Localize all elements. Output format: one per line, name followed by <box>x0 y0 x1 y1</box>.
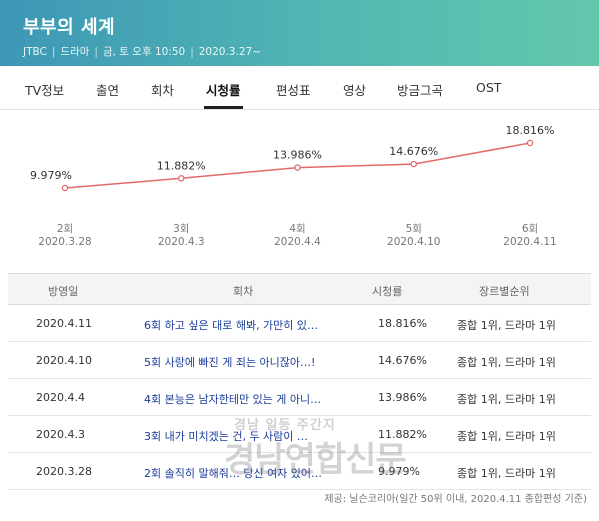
rating-value: 14.676% <box>378 354 427 367</box>
x-tick-label: 6회 2020.4.11 <box>490 223 570 249</box>
program-tabs: TV정보 출연 회차 시청률 편성표 영상 방금그곡 OST <box>0 66 599 110</box>
rank-value: 종합 1위, 드라마 1위 <box>457 467 556 480</box>
data-label: 11.882% <box>157 159 206 172</box>
data-label: 18.816% <box>506 124 555 137</box>
x-tick-date: 2020.4.3 <box>157 236 205 248</box>
data-label: 13.986% <box>273 149 322 162</box>
rating-value: 13.986% <box>378 391 427 404</box>
episode-link[interactable]: 4회 본능은 남자한테만 있는 게 아니… <box>144 393 322 406</box>
x-tick-label: 4회 2020.4.4 <box>258 223 338 249</box>
x-tick-label: 2회 2020.3.28 <box>25 223 105 249</box>
rating-value: 9.979% <box>378 465 420 478</box>
tab-video[interactable]: 영상 <box>343 83 367 98</box>
header-date: 방영일 <box>48 285 79 298</box>
air-date: 2020.4.4 <box>36 391 85 404</box>
data-point[interactable] <box>526 139 534 147</box>
air-date: 2020.3.28 <box>36 465 92 478</box>
tab-schedule[interactable]: 편성표 <box>276 83 311 98</box>
tab-tv-info[interactable]: TV정보 <box>25 83 65 98</box>
tab-ost[interactable]: OST <box>476 80 502 95</box>
rating-value: 18.816% <box>378 317 427 330</box>
x-tick-episode: 4회 <box>289 223 306 235</box>
tab-ratings[interactable]: 시청률 <box>204 80 243 109</box>
x-tick-label: 3회 2020.4.3 <box>141 223 221 249</box>
tab-music[interactable]: 방금그곡 <box>397 83 444 98</box>
data-point[interactable] <box>61 184 69 192</box>
x-tick-episode: 3회 <box>173 223 190 235</box>
rating-value: 11.882% <box>378 428 427 441</box>
program-title[interactable]: 부부의 세계 <box>23 17 116 38</box>
episode-link[interactable]: 2회 솔직히 말해줘… 당신 여자 있어… <box>144 467 323 480</box>
table-header: 방영일 회차 시청률 장르별순위 <box>8 273 591 305</box>
header-episode: 회차 <box>233 285 254 298</box>
x-tick-episode: 6회 <box>521 223 539 235</box>
genre-label: 드라마 <box>60 46 90 58</box>
header-rating: 시청률 <box>372 285 403 298</box>
schedule-label: 금, 토 오후 10:50 <box>102 46 186 58</box>
tab-episodes[interactable]: 회차 <box>151 83 175 98</box>
episode-link[interactable]: 3회 내가 미치겠는 건, 두 사람이 … <box>144 430 308 443</box>
table-row: 2020.3.28 2회 솔직히 말해줘… 당신 여자 있어… 9.979% 종… <box>8 453 591 490</box>
data-point[interactable] <box>410 160 417 168</box>
premiere-date: 2020.3.27~ <box>198 46 261 58</box>
data-label: 9.979% <box>30 169 72 182</box>
air-date: 2020.4.10 <box>36 354 92 367</box>
ratings-line-chart: 9.979% 11.882% 13.986% 14.676% 18.816% <box>30 124 555 192</box>
channel-label: JTBC <box>23 46 47 58</box>
data-label: 14.676% <box>389 145 438 158</box>
x-tick-episode: 5회 <box>405 223 422 235</box>
data-point[interactable] <box>177 175 185 182</box>
x-tick-date: 2020.4.4 <box>274 236 321 248</box>
ratings-chart: 9.979% 11.882% 13.986% 14.676% 18.816% 2회 202… <box>0 112 599 272</box>
rank-value: 종합 1위, 드라마 1위 <box>457 356 556 369</box>
x-tick-label: 5회 2020.4.10 <box>374 223 454 249</box>
tab-cast[interactable]: 출연 <box>96 83 120 98</box>
rank-value: 종합 1위, 드라마 1위 <box>457 430 556 443</box>
table-row: 2020.4.4 4회 본능은 남자한테만 있는 게 아니… 13.986% 종… <box>8 379 591 416</box>
table-row: 2020.4.3 3회 내가 미치겠는 건, 두 사람이 … 11.882% 종… <box>8 416 591 453</box>
air-date: 2020.4.11 <box>36 317 92 330</box>
program-header: 부부의 세계 JTBC | 드라마 | 금, 토 오후 10:50 | 2020.3.27~ <box>0 0 599 66</box>
x-tick-date: 2020.3.28 <box>38 236 92 248</box>
episode-link[interactable]: 6회 하고 싶은 대로 해봐, 가만히 있… <box>144 319 319 332</box>
x-tick-date: 2020.4.10 <box>387 236 441 248</box>
episode-link[interactable]: 5회 사랑에 빠진 게 죄는 아니잖아…! <box>144 356 316 369</box>
rank-value: 종합 1위, 드라마 1위 <box>457 319 556 332</box>
source-note: 제공: 닐슨코리아(일간 50위 이내, 2020.4.11 종합편성 기준) <box>324 494 587 505</box>
x-tick-date: 2020.4.11 <box>503 236 557 248</box>
header-rank: 장르별순위 <box>479 285 530 298</box>
table-row: 2020.4.11 6회 하고 싶은 대로 해봐, 가만히 있… 18.816%… <box>8 305 591 342</box>
air-date: 2020.4.3 <box>36 428 85 441</box>
table-row: 2020.4.10 5회 사랑에 빠진 게 죄는 아니잖아…! 14.676% … <box>8 342 591 379</box>
program-meta: JTBC | 드라마 | 금, 토 오후 10:50 | 2020.3.27~ <box>23 46 261 58</box>
rank-value: 종합 1위, 드라마 1위 <box>457 393 556 406</box>
data-point[interactable] <box>294 164 301 171</box>
x-tick-episode: 2회 <box>56 223 74 235</box>
